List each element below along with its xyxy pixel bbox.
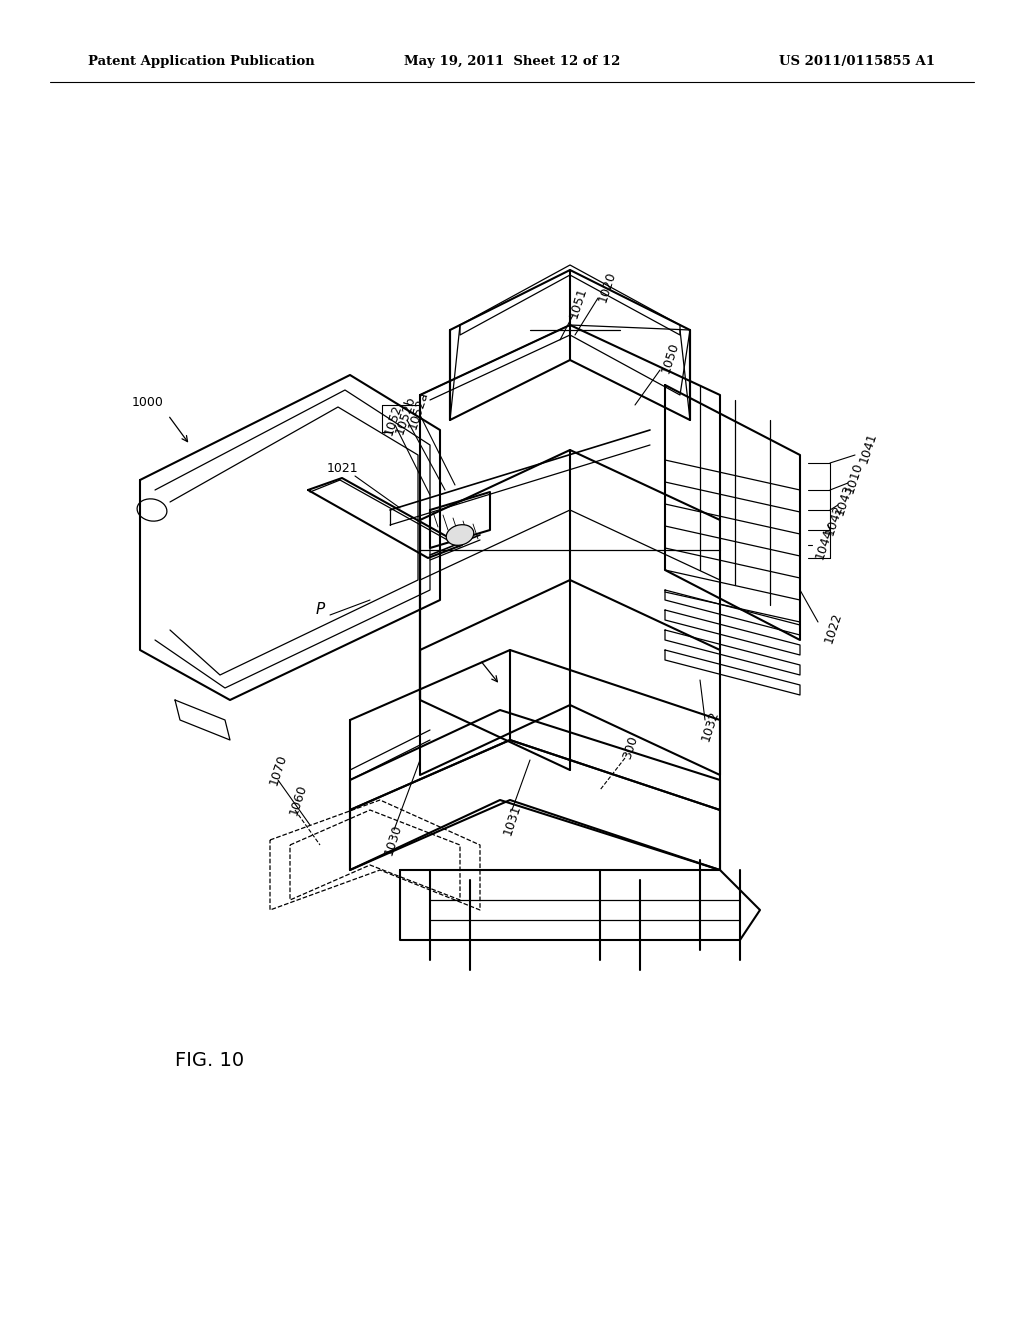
Text: May 19, 2011  Sheet 12 of 12: May 19, 2011 Sheet 12 of 12 [403, 55, 621, 69]
Text: 1042: 1042 [823, 503, 845, 537]
Text: 1030: 1030 [382, 822, 404, 857]
Text: US 2011/0115855 A1: US 2011/0115855 A1 [779, 55, 935, 69]
Text: 1031: 1031 [501, 803, 523, 837]
Text: 1052a: 1052a [406, 389, 430, 430]
Text: 1032: 1032 [699, 709, 721, 743]
Text: 1021: 1021 [327, 462, 357, 474]
Text: 1043: 1043 [833, 483, 855, 517]
Text: 1000: 1000 [132, 396, 164, 409]
Text: 1010: 1010 [843, 461, 865, 495]
Text: 1052: 1052 [382, 403, 404, 437]
Text: 1044: 1044 [813, 527, 836, 561]
Text: 1052b: 1052b [392, 395, 418, 436]
Text: 1051: 1051 [567, 286, 589, 321]
Text: 300: 300 [621, 735, 640, 762]
Text: Patent Application Publication: Patent Application Publication [88, 55, 314, 69]
Text: FIG. 10: FIG. 10 [175, 1051, 244, 1069]
Text: 1060: 1060 [287, 783, 309, 817]
Text: P: P [315, 602, 325, 618]
Text: 1070: 1070 [267, 752, 289, 787]
Text: 1020: 1020 [596, 269, 618, 304]
Text: 1041: 1041 [857, 430, 880, 465]
Ellipse shape [446, 524, 474, 545]
Text: 1022: 1022 [822, 611, 844, 645]
Text: 1050: 1050 [658, 341, 681, 375]
